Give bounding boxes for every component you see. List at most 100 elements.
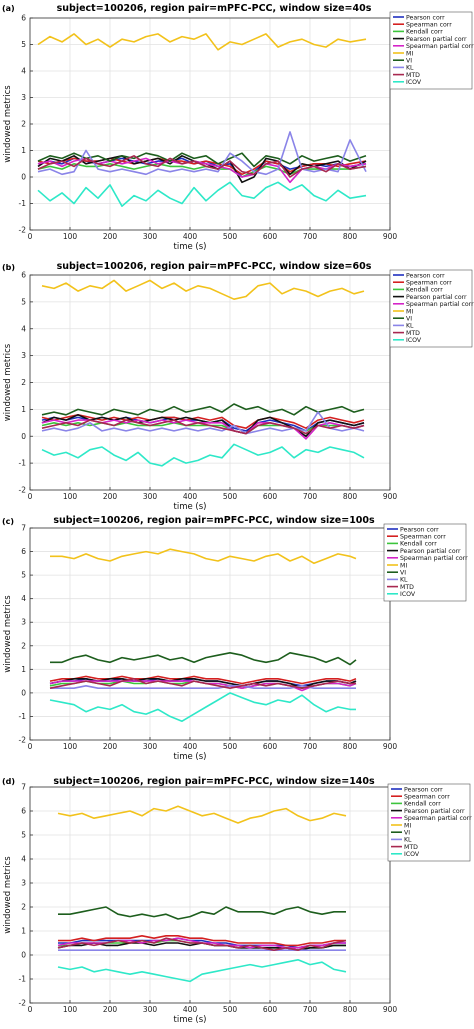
x-tick-label: 200 — [103, 1005, 118, 1014]
x-tick-label: 0 — [28, 1005, 33, 1014]
x-tick-label: 400 — [183, 742, 198, 751]
legend-entry: Pearson corr — [404, 786, 443, 793]
x-tick-label: 200 — [103, 232, 118, 241]
legend-entry: Kendall corr — [400, 541, 437, 548]
series-group — [49, 548, 357, 722]
axes-box — [29, 786, 391, 1004]
x-tick-label: 500 — [223, 492, 238, 501]
legend-entry: MI — [400, 562, 407, 569]
ticks: 0 100 200 300 400 500 600 700 800 900 -2 -1 0 1 2 3 4 5 6 — [19, 271, 398, 502]
series-line-mtd — [41, 419, 365, 435]
y-tick-label: -2 — [19, 999, 27, 1008]
legend-entry: Spearman partial corr — [400, 555, 468, 562]
chart-panel-c: (c) subject=100206, region pair=mPFC-PCC,… — [2, 515, 468, 762]
y-axis-label: windowed metrics — [3, 85, 13, 163]
legend-entry: ICOV — [404, 851, 420, 858]
panel-label: (a) — [2, 4, 15, 13]
x-tick-label: 900 — [383, 232, 398, 241]
x-tick-label: 400 — [183, 492, 198, 501]
x-tick-label: 600 — [263, 492, 278, 501]
y-tick-label: 0 — [21, 951, 26, 960]
series-line-mi — [50, 548, 357, 565]
y-tick-label: -1 — [19, 712, 27, 721]
series-line-kendall-corr — [41, 422, 365, 435]
y-tick-label: 2 — [21, 903, 26, 912]
series-line-vi — [41, 403, 365, 416]
legend-entry: Pearson partial corr — [406, 36, 467, 43]
legend-entry: Pearson corr — [406, 272, 445, 279]
y-axis-label: windowed metrics — [3, 856, 13, 934]
legend-entry: MTD — [406, 330, 420, 337]
chart-panel-d: (d) subject=100206, region pair=mPFC-PCC,… — [2, 776, 472, 1025]
y-tick-label: -2 — [19, 226, 27, 235]
y-tick-label: 3 — [21, 879, 26, 888]
x-tick-label: 100 — [63, 492, 78, 501]
legend-entry: MI — [406, 50, 413, 57]
x-tick-label: 500 — [223, 1005, 238, 1014]
x-tick-label: 800 — [343, 232, 358, 241]
series-line-vi — [50, 652, 357, 666]
x-tick-label: 0 — [28, 232, 33, 241]
series-line-mi — [57, 805, 347, 824]
legend-entry: MI — [406, 308, 413, 315]
y-tick-label: 5 — [21, 571, 26, 580]
series-line-kl — [37, 131, 367, 176]
legend-entry: Kendall corr — [406, 287, 443, 294]
legend-entry: ICOV — [406, 79, 422, 86]
y-tick-label: 4 — [21, 855, 26, 864]
x-tick-label: 600 — [263, 742, 278, 751]
chart-panel-b: (b) subject=100206, region pair=mPFC-PCC,… — [2, 261, 474, 512]
x-tick-label: 400 — [183, 232, 198, 241]
y-tick-label: -1 — [19, 975, 27, 984]
x-axis-label: time (s) — [174, 242, 207, 252]
series-line-icov — [57, 959, 347, 983]
legend-entry: MTD — [404, 844, 418, 851]
legend-entry: ICOV — [400, 591, 416, 598]
series-group — [57, 805, 347, 983]
legend-entry: Pearson partial corr — [400, 548, 461, 555]
series-line-vi — [37, 152, 367, 168]
chart-title: subject=100206, region pair=mPFC-PCC, wi… — [53, 776, 375, 787]
y-axis-label: windowed metrics — [3, 343, 13, 421]
legend-entry: VI — [404, 830, 410, 837]
x-tick-label: 900 — [383, 492, 398, 501]
series-group — [41, 279, 365, 467]
series-line-mtd — [37, 155, 367, 178]
y-tick-label: 1 — [21, 665, 26, 674]
y-tick-label: 5 — [21, 297, 26, 306]
x-tick-label: 100 — [63, 232, 78, 241]
y-tick-label: 4 — [21, 324, 26, 333]
panel-label: (d) — [2, 777, 15, 786]
legend-entry: Spearman corr — [406, 280, 452, 287]
y-tick-label: 3 — [21, 618, 26, 627]
x-tick-label: 100 — [63, 742, 78, 751]
x-tick-label: 400 — [183, 1005, 198, 1014]
series-group — [37, 33, 367, 207]
series-line-mtd — [57, 937, 347, 951]
series-line-icov — [37, 181, 367, 207]
y-tick-label: 7 — [21, 524, 26, 533]
legend-entry: Spearman partial corr — [406, 301, 474, 308]
y-tick-label: 1 — [21, 927, 26, 936]
y-tick-label: 6 — [21, 271, 26, 280]
legend-entry: MI — [404, 822, 411, 829]
y-tick-label: 6 — [21, 807, 26, 816]
legend-entry: VI — [400, 570, 406, 577]
x-axis-label: time (s) — [174, 752, 207, 762]
legend-entry: Spearman corr — [400, 534, 446, 541]
legend-entry: ICOV — [406, 337, 422, 344]
ticks: 0 100 200 300 400 500 600 700 800 900 -2 -1 0 1 2 3 4 5 6 7 — [19, 524, 398, 752]
chart-title: subject=100206, region pair=mPFC-PCC, wi… — [57, 261, 372, 272]
x-tick-label: 300 — [143, 492, 158, 501]
x-tick-label: 800 — [343, 742, 358, 751]
legend-entry: VI — [406, 58, 412, 65]
legend-entry: Pearson partial corr — [404, 808, 465, 815]
chart-title: subject=100206, region pair=mPFC-PCC, wi… — [57, 3, 372, 14]
series-line-mi — [37, 33, 367, 51]
y-tick-label: -2 — [19, 736, 27, 745]
x-axis-label: time (s) — [174, 502, 207, 512]
y-tick-label: 2 — [21, 378, 26, 387]
